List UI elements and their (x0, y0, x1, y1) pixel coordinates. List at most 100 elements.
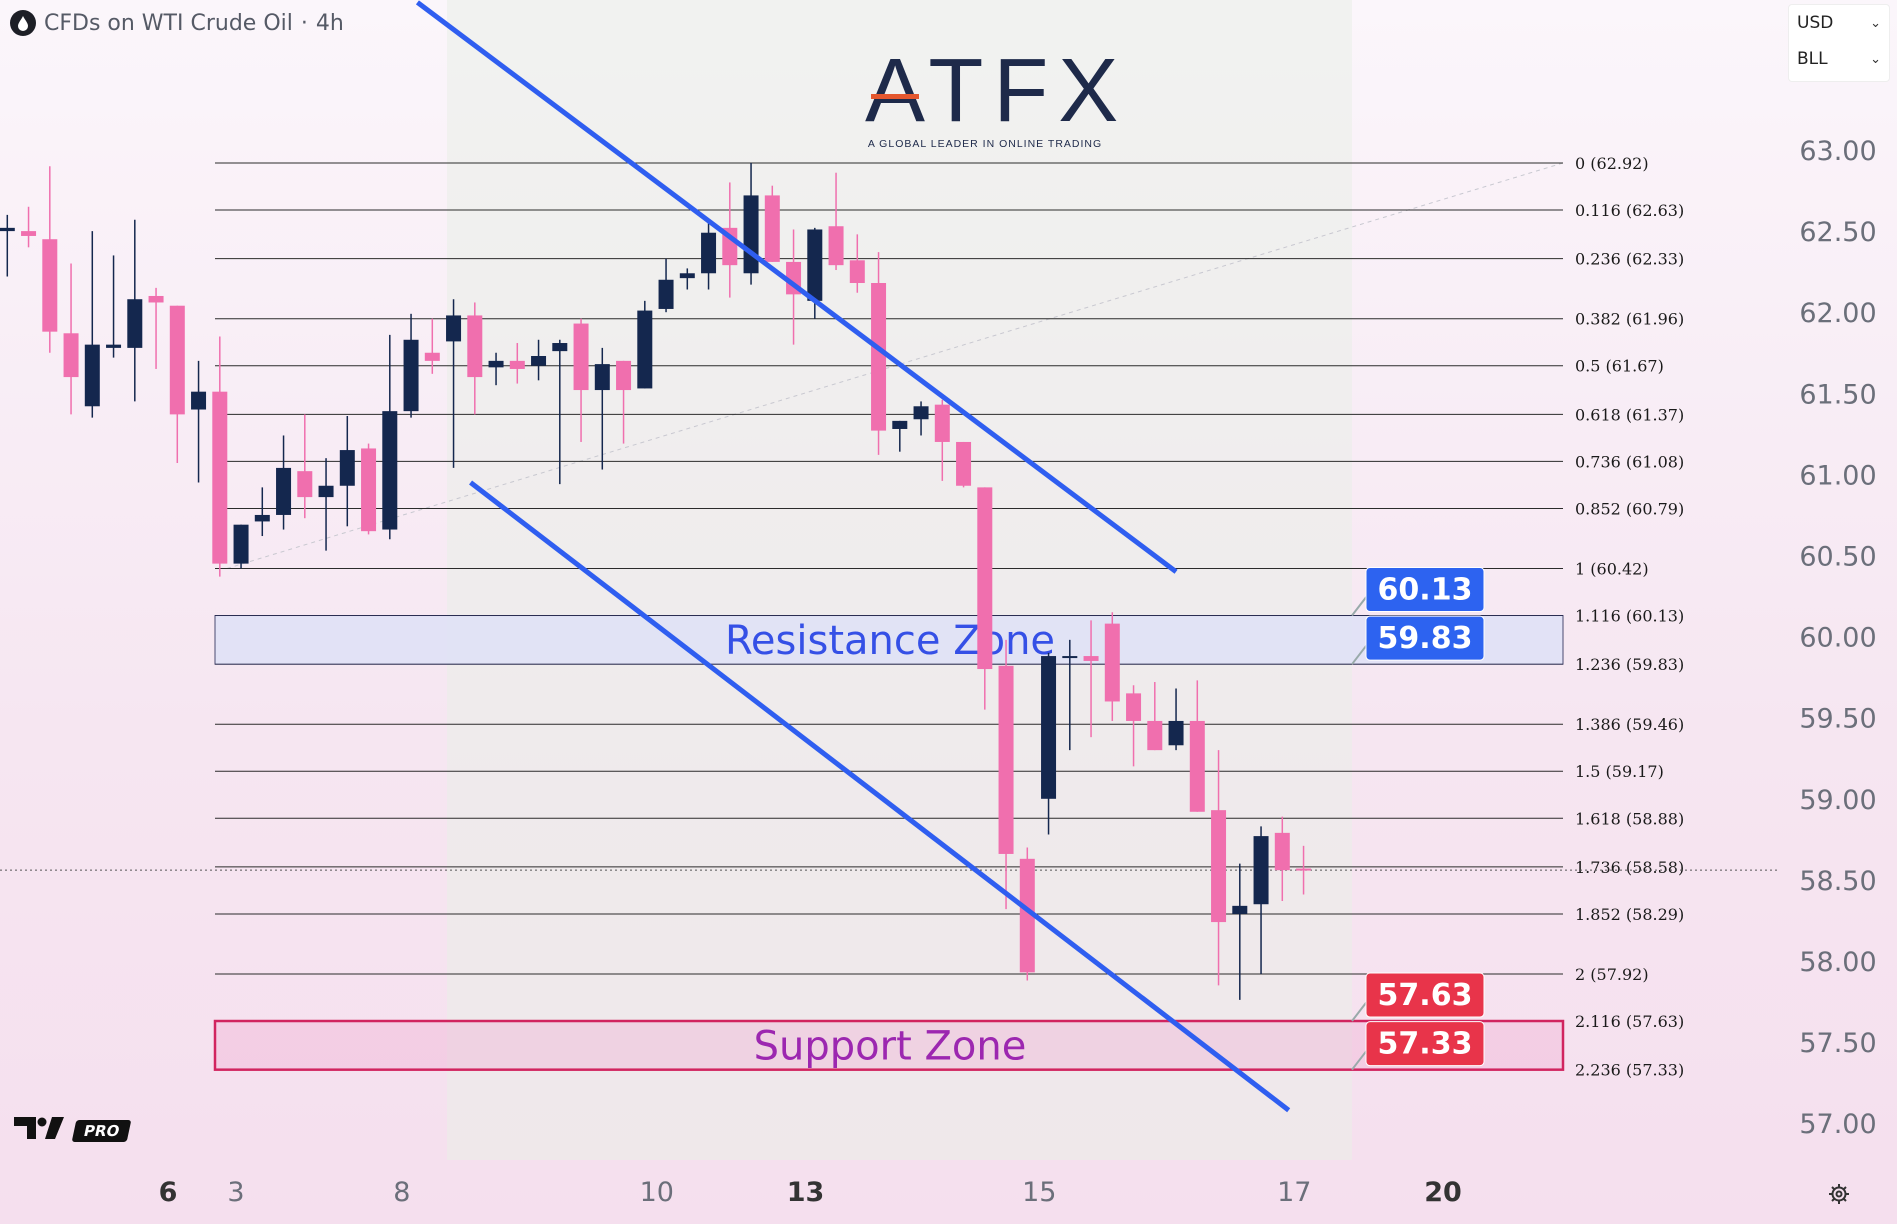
candle-up (0, 214, 15, 277)
candle-body (84, 344, 100, 407)
candle-up (233, 524, 249, 569)
candle-up (446, 299, 462, 468)
fib-shade (447, 0, 1352, 1160)
candle-down (1126, 685, 1142, 767)
symbol-header[interactable]: CFDs on WTI Crude Oil · 4h (10, 10, 344, 36)
candle-body (446, 315, 462, 342)
fib-level-label: 0 (62.92) (1575, 154, 1649, 173)
candle-body (1296, 868, 1312, 871)
candle-down (509, 343, 525, 384)
currency-dropdown[interactable]: USD ⌄ (1789, 5, 1889, 41)
candle-body (1147, 720, 1163, 751)
separator: · (300, 10, 308, 36)
channel-layer (415, 0, 1291, 1113)
axes-layer: 63.00 62.50 62.00 61.50 61.00 60.50 60.00 59.50… (159, 136, 1877, 1208)
price-axis-tick: 61.50 (1799, 379, 1876, 410)
candle-body (871, 283, 887, 431)
time-axis-tick: 10 (640, 1177, 674, 1208)
currency-value: USD (1797, 13, 1834, 33)
gear-icon[interactable] (1828, 1183, 1850, 1205)
candle-body (509, 360, 525, 369)
unit-value: BLL (1797, 49, 1828, 69)
candle-up (339, 416, 355, 527)
candle-body (403, 339, 419, 412)
candle-body (743, 195, 759, 274)
currency-selector[interactable]: USD ⌄ BLL ⌄ (1788, 4, 1890, 82)
candle-body (1189, 720, 1205, 812)
price-axis-tick: 61.00 (1799, 460, 1876, 491)
candle-up (403, 313, 419, 418)
candle-body (1211, 810, 1227, 923)
fib-level-label: 0.5 (61.67) (1575, 357, 1664, 376)
price-label-box (1365, 972, 1485, 1018)
candle-body (424, 352, 440, 361)
candle-up (1168, 688, 1184, 751)
candle-up (679, 268, 695, 290)
candle-down (169, 305, 185, 464)
price-label-box (1365, 615, 1485, 661)
candle-body (127, 299, 143, 348)
candle-down (424, 318, 440, 374)
candle-body (106, 344, 122, 348)
time-axis-tick: 6 (159, 1177, 178, 1208)
candle-body (148, 295, 164, 303)
candle-up (106, 255, 122, 358)
price-label-text: 59.83 (1378, 621, 1473, 656)
resistance-price-label: 60.13 (1351, 567, 1485, 617)
logo-accent (871, 94, 919, 99)
fib-level-label: 2.116 (57.63) (1575, 1012, 1684, 1031)
price-axis-tick: 59.00 (1799, 785, 1876, 816)
tradingview-logo-icon[interactable]: PRO (14, 1117, 132, 1144)
candle-body (616, 360, 632, 391)
candle-down (998, 639, 1014, 910)
candle-body (254, 514, 270, 522)
candle-body (573, 323, 589, 391)
price-axis-tick: 62.50 (1799, 217, 1876, 248)
candle-up (1253, 826, 1269, 974)
candle-down (573, 318, 589, 442)
price-label-text: 60.13 (1378, 573, 1473, 608)
fib-level-label: 2 (57.92) (1575, 965, 1649, 984)
candle-body (1232, 905, 1248, 914)
candle-up (1232, 863, 1248, 1000)
candle-up (637, 300, 653, 389)
candle-down (148, 287, 164, 369)
channel-lower-line (469, 480, 1291, 1113)
candle-down (361, 443, 377, 535)
price-label-text: 57.63 (1378, 978, 1473, 1013)
candle-down (297, 414, 313, 519)
candle-body (339, 450, 355, 486)
price-axis-tick: 58.00 (1799, 947, 1876, 978)
candle-down (977, 487, 993, 710)
candle-body (169, 305, 185, 415)
candle-body (318, 485, 334, 498)
support-zone (213, 1019, 1565, 1071)
candle-body (658, 279, 674, 309)
labels-layer: 60.13 59.83 57.63 57.33 (1351, 567, 1485, 1071)
chevron-down-icon: ⌄ (1870, 15, 1881, 31)
candle-body (1274, 832, 1290, 871)
fib-level-label: 1.736 (58.58) (1575, 858, 1684, 877)
unit-dropdown[interactable]: BLL ⌄ (1789, 41, 1889, 77)
candle-body (233, 524, 249, 564)
price-label-box (1365, 567, 1485, 613)
candle-down (21, 206, 37, 248)
zones-layer: Resistance Zone Support Zone (213, 615, 1565, 1071)
candle-body (1041, 656, 1057, 799)
fib-level-label: 1.852 (58.29) (1575, 905, 1684, 924)
symbol-title: CFDs on WTI Crude Oil (44, 10, 293, 36)
candle-up (1041, 652, 1057, 835)
chevron-down-icon: ⌄ (1870, 51, 1881, 67)
candle-up (892, 420, 908, 452)
candle-body (701, 232, 717, 274)
fib-level-label: 1.386 (59.46) (1575, 715, 1684, 734)
candle-down (1274, 816, 1290, 901)
candle-body (977, 487, 993, 670)
logo-tagline: A GLOBAL LEADER IN ONLINE TRADING (867, 138, 1103, 150)
candle-body (849, 260, 865, 284)
price-axis-tick: 60.50 (1799, 542, 1876, 573)
support-price-label: 57.33 (1351, 1021, 1485, 1071)
fib-level-label: 1.5 (59.17) (1575, 762, 1664, 781)
candle-body (998, 665, 1014, 854)
